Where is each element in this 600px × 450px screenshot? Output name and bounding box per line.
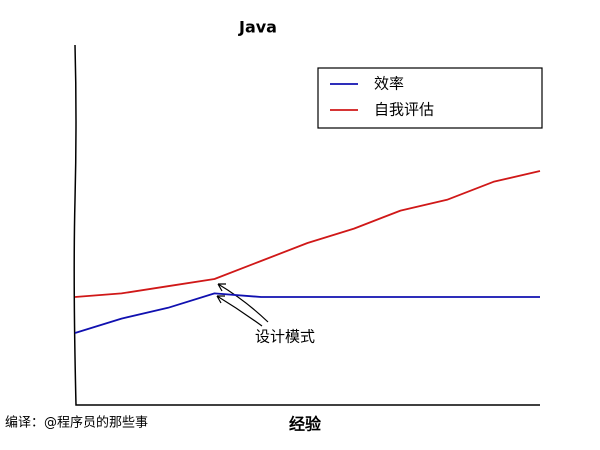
series-line bbox=[74, 292, 540, 334]
credit: 编译：@程序员的那些事 bbox=[5, 415, 148, 431]
x-axis-label: 经验 bbox=[289, 415, 322, 434]
legend-label: 效率 bbox=[374, 75, 404, 93]
legend-box bbox=[317, 67, 543, 129]
series-line bbox=[74, 170, 541, 298]
legend-label: 自我评估 bbox=[374, 101, 434, 119]
annotation: 设计模式 bbox=[255, 328, 315, 346]
annotation-arrows bbox=[216, 283, 269, 327]
axes bbox=[73, 44, 540, 406]
chart-title: Java bbox=[238, 18, 277, 37]
